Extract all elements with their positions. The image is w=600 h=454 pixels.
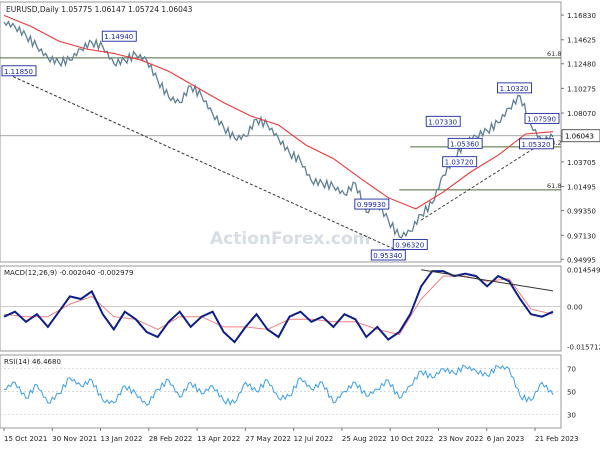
annotation-box xyxy=(354,198,390,210)
rsi-y-tick-label: 70 xyxy=(567,366,576,374)
price-y-tick-label: 1.01495 xyxy=(567,184,596,192)
macd-panel: MACD(12,26,9) -0.002040 -0.002979 0.01454… xyxy=(0,265,600,352)
annotation-label: 1.11850 xyxy=(4,68,33,76)
x-tick-label: 25 Aug 2022 xyxy=(342,435,387,443)
annotation-label: 0.95340 xyxy=(373,252,402,260)
macd-title: MACD(12,26,9) -0.002040 -0.002979 xyxy=(4,269,133,277)
price-trend-line xyxy=(3,71,400,252)
annotation-box xyxy=(1,65,37,77)
price-y-tick-label: 1.12480 xyxy=(567,61,596,69)
annotation-box xyxy=(101,30,137,42)
watermark: ActionForex.com xyxy=(210,229,370,249)
annotation-box xyxy=(497,82,533,94)
price-title: EURUSD,Daily 1.05775 1.06147 1.05724 1.0… xyxy=(6,5,193,14)
rsi-title: RSI(14) 46.4680 xyxy=(4,358,61,366)
annotation-label: 0.99930 xyxy=(357,201,386,209)
x-tick-label: 28 Feb 2022 xyxy=(149,435,193,443)
annotation-label: 0.96320 xyxy=(395,241,424,249)
annotation-box xyxy=(447,137,483,149)
x-tick-label: 13 Apr 2022 xyxy=(197,435,240,443)
x-tick-label: 12 Jul 2022 xyxy=(294,435,334,443)
x-tick-label: 23 Nov 2022 xyxy=(438,435,483,443)
macd-panel-frame xyxy=(0,265,562,352)
annotation-box xyxy=(519,138,554,150)
x-tick-label: 27 May 2022 xyxy=(245,435,291,443)
level-label: 61.8 xyxy=(547,50,561,58)
x-axis: 15 Oct 2021 30 Nov 2021 13 Jan 2022 28 Feb … xyxy=(3,428,579,443)
macd-trend-line xyxy=(421,269,554,292)
price-y-tick-label: 1.03705 xyxy=(567,159,596,167)
price-y-tick-label: 0.99350 xyxy=(567,208,596,216)
price-y-tick-label: 1.14625 xyxy=(567,37,596,45)
rsi-y-tick-label: 50 xyxy=(567,389,576,397)
x-tick-label: 10 Oct 2022 xyxy=(390,435,433,443)
sma-series-line xyxy=(3,14,554,210)
price-panel: ActionForex.com EURUSD,Daily 1.05775 1.06… xyxy=(0,1,600,264)
current-price-label: 1.06043 xyxy=(565,133,594,141)
annotation-label: 1.10320 xyxy=(500,85,529,93)
rsi-y-tick-label: 30 xyxy=(567,411,576,419)
rsi-series-line xyxy=(3,364,554,407)
rsi-panel: RSI(14) 46.4680 70 50 30 xyxy=(0,354,576,429)
x-tick-label: 21 Feb 2023 xyxy=(535,435,579,443)
x-tick-label: 13 Jan 2022 xyxy=(101,435,143,443)
current-price-tag xyxy=(561,129,600,143)
price-panel-frame xyxy=(0,1,562,263)
price-y-tick-label: 1.10275 xyxy=(567,85,596,93)
price-rising-line xyxy=(420,135,554,221)
annotation-box xyxy=(425,115,461,127)
price-y-tick-label: 0.97130 xyxy=(567,232,596,240)
macd-y-tick-label: 0.00 xyxy=(567,304,583,312)
annotation-box xyxy=(442,156,478,168)
price-y-tick-label: 1.08070 xyxy=(567,110,596,118)
annotation-box xyxy=(392,238,428,250)
level-label: 61.8 xyxy=(547,182,561,190)
annotation-label: 1.07330 xyxy=(428,118,457,126)
annotation-label: 1.14940 xyxy=(104,33,133,41)
price-y-tick-label: 1.16830 xyxy=(567,12,596,20)
annotation-label: 1.07590 xyxy=(527,115,556,123)
macd-series-line xyxy=(3,270,554,344)
annotation-label: 1.05360 xyxy=(450,140,479,148)
annotation-box xyxy=(524,112,560,124)
macd-y-tick-label: 0.014549 xyxy=(567,267,600,275)
price-y-tick-label: 0.94995 xyxy=(567,256,596,264)
annotation-box xyxy=(370,249,406,261)
macd-y-tick-label: -0.015712 xyxy=(567,343,600,351)
level-label: 38.2 xyxy=(547,139,561,147)
annotation-label: 1.05320 xyxy=(522,141,551,149)
annotation-label: 1.03720 xyxy=(445,159,474,167)
x-tick-label: 30 Nov 2021 xyxy=(52,435,97,443)
x-tick-label: 6 Jan 2023 xyxy=(487,435,525,443)
x-tick-label: 15 Oct 2021 xyxy=(4,435,47,443)
